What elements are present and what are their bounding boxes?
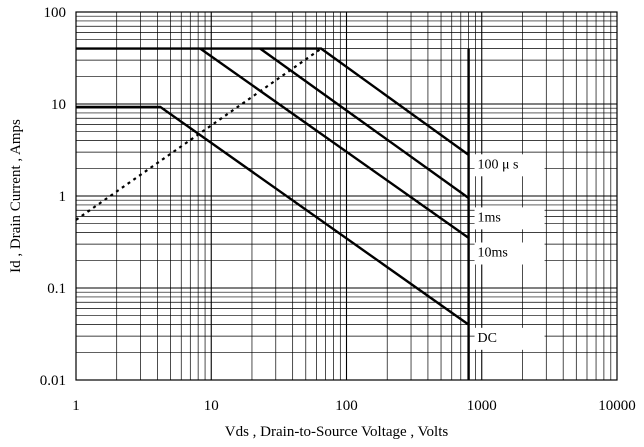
soa-curve-100-s xyxy=(76,47,470,156)
x-axis-title: Vds , Drain-to-Source Voltage , Volts xyxy=(225,424,449,440)
curve-labels: 100 μ s 1ms 10ms DC xyxy=(478,157,519,346)
y-tick-label: 10 xyxy=(51,97,66,113)
x-tick-label: 1000 xyxy=(467,398,497,414)
x-tick-label: 10 xyxy=(204,398,219,414)
curve-label: 100 μ s xyxy=(478,157,519,172)
soa-curve-1ms xyxy=(259,47,470,199)
curve-label: DC xyxy=(478,331,497,346)
curves-layer xyxy=(75,47,470,380)
x-tick-label: 10000 xyxy=(598,398,636,414)
curve-label-box xyxy=(474,154,545,177)
soa-curve-10ms xyxy=(199,47,470,239)
y-tick-label: 100 xyxy=(44,5,67,21)
curve-label-box xyxy=(474,207,545,230)
soa-curve-dc xyxy=(76,105,470,326)
curve-label-boxes xyxy=(474,154,545,350)
y-tick-label: 0.1 xyxy=(47,281,66,297)
x-tick-label: 1 xyxy=(72,398,80,414)
curve-label: 10ms xyxy=(478,245,508,260)
y-tick-labels: 0.01 0.1 1 10 100 xyxy=(40,5,66,389)
y-axis-title: Id , Drain Current , Amps xyxy=(8,119,24,273)
y-tick-label: 0.01 xyxy=(40,373,66,389)
x-tick-label: 100 xyxy=(335,398,358,414)
plot-frame xyxy=(75,11,618,381)
y-tick-label: 1 xyxy=(59,189,67,205)
rds-on-limit-line xyxy=(75,47,322,221)
x-tick-labels: 1 10 100 1000 10000 xyxy=(72,398,636,414)
curve-label-box xyxy=(474,242,545,265)
curve-label: 1ms xyxy=(478,210,501,225)
curve-label-box xyxy=(474,327,545,350)
